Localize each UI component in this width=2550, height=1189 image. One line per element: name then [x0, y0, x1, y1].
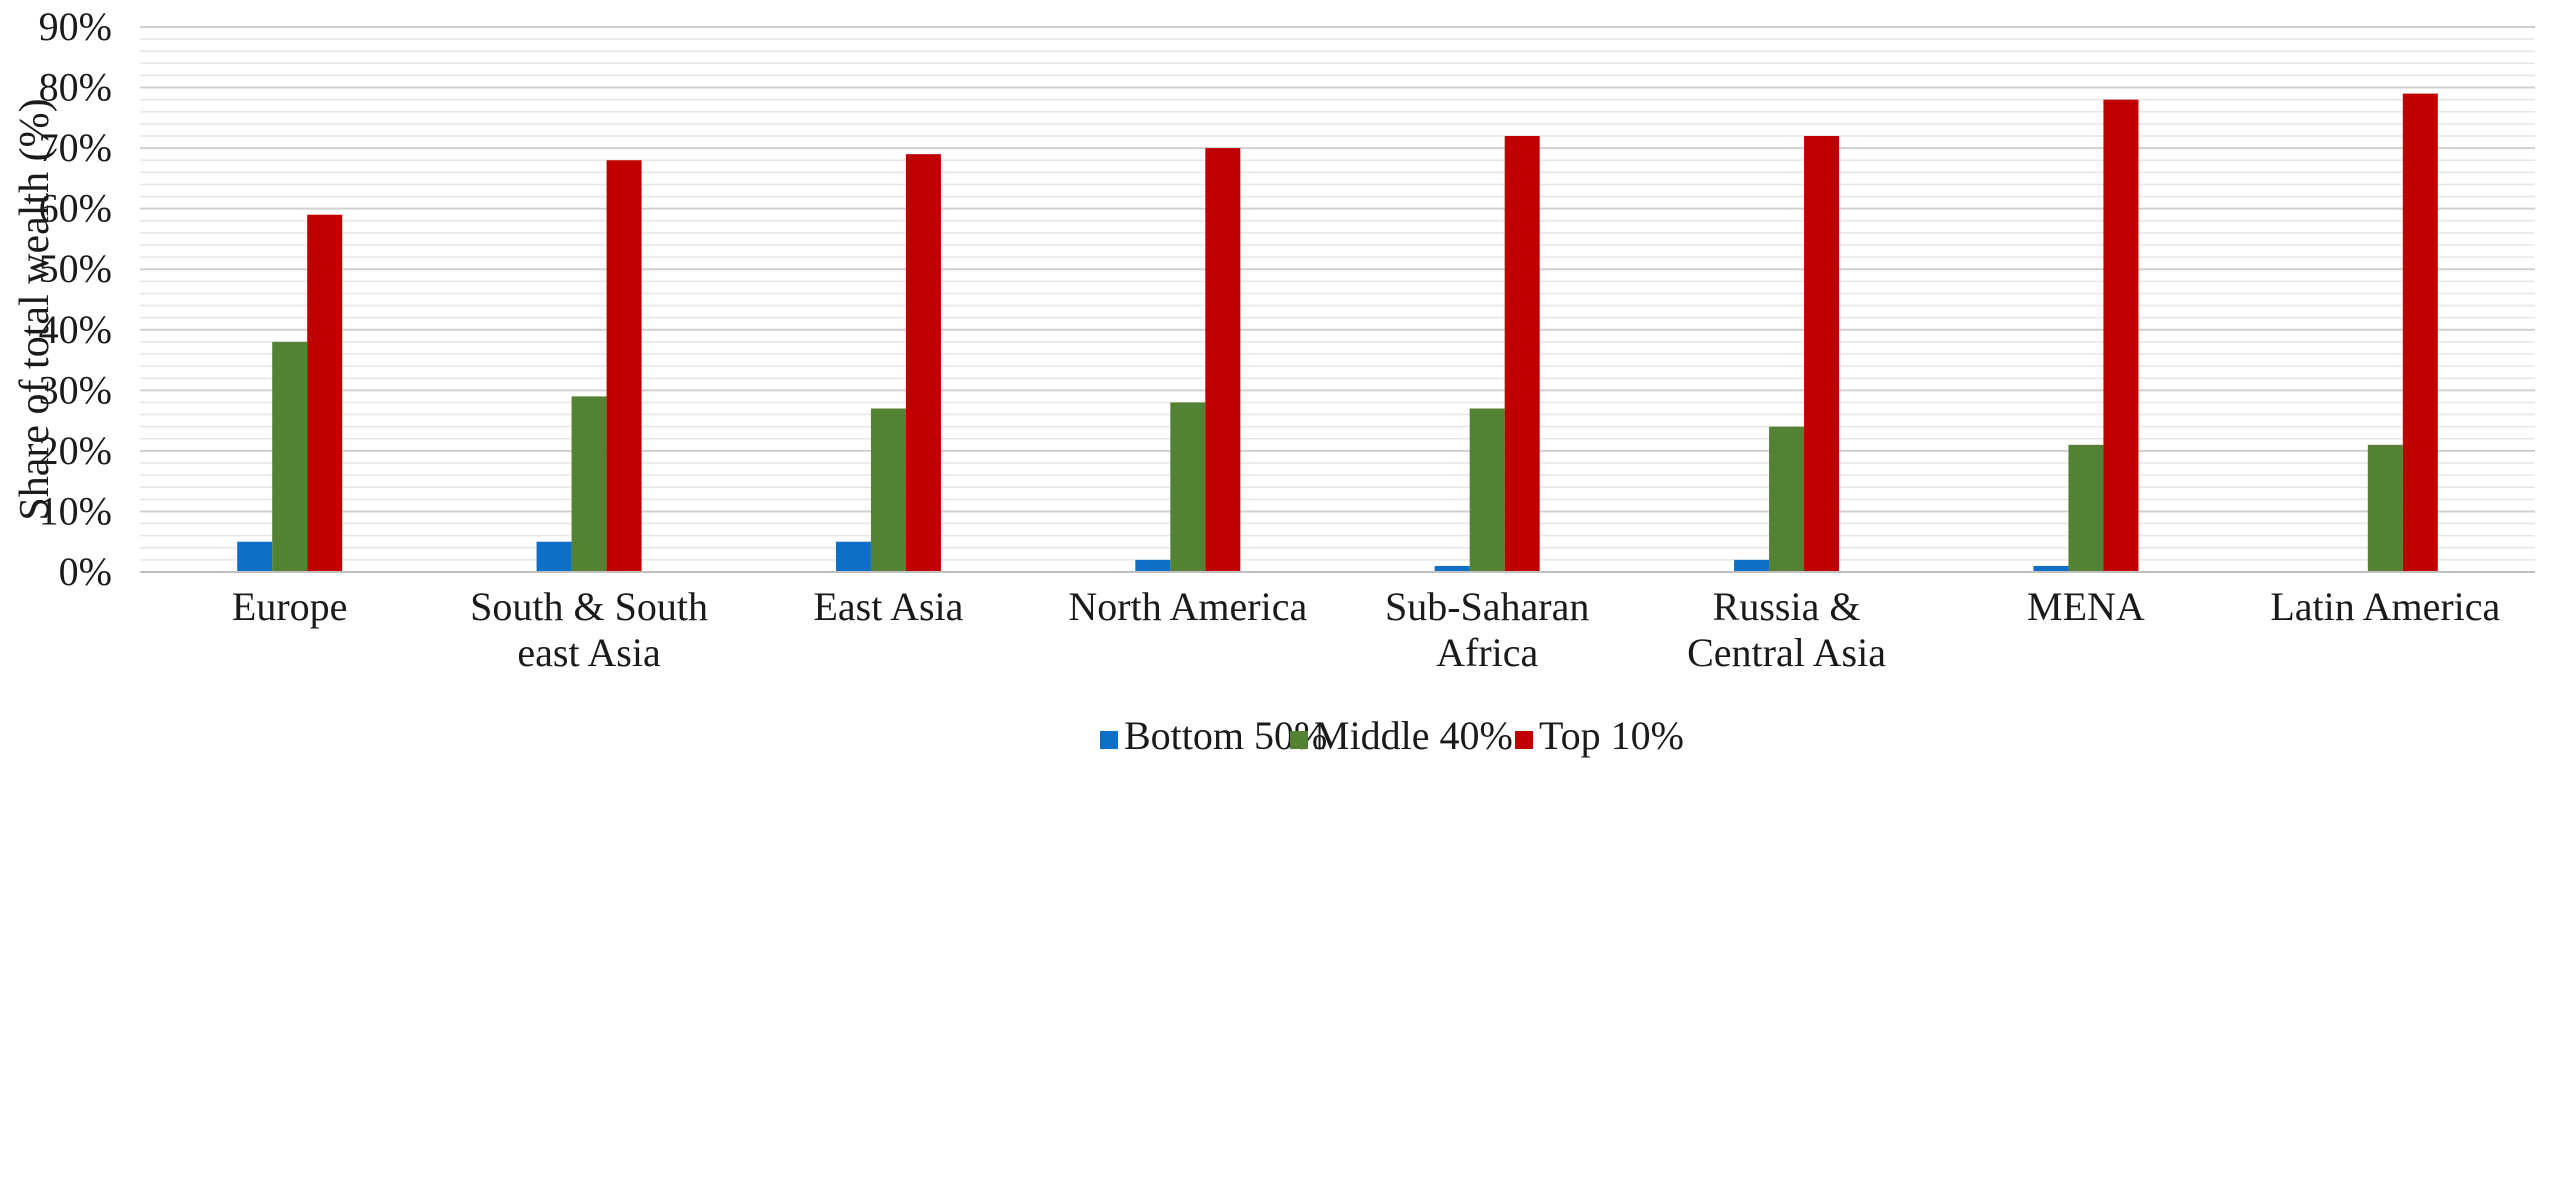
legend: Bottom 50%Middle 40% Top 10% — [1100, 713, 1684, 758]
bar-bottom-50 — [2033, 565, 2069, 572]
x-category-label-line: South & South — [470, 584, 708, 629]
bar-top-10 — [606, 160, 642, 572]
gridlines — [140, 26, 2535, 561]
x-category-label-line: North America — [1068, 584, 1307, 629]
x-category-label: Europe — [232, 584, 348, 629]
y-tick-label: 10% — [39, 488, 112, 533]
x-category-label: East Asia — [813, 584, 963, 629]
legend-swatch — [1290, 731, 1308, 749]
legend-swatch — [1100, 731, 1118, 749]
bar-middle-40 — [870, 408, 906, 572]
y-tick-label: 80% — [39, 65, 112, 110]
legend-label: Top 10% — [1539, 713, 1684, 758]
bar-top-10 — [2103, 99, 2139, 573]
bar-top-10 — [1804, 136, 1840, 572]
bar-middle-40 — [1469, 408, 1505, 572]
bar-top-10 — [1504, 136, 1540, 572]
y-tick-label: 50% — [39, 246, 112, 291]
x-category-label-line: Central Asia — [1687, 630, 1886, 675]
x-category-label-line: Latin America — [2270, 584, 2500, 629]
y-tick-label: 70% — [39, 125, 112, 170]
bars — [237, 93, 2438, 573]
bar-middle-40 — [272, 341, 308, 572]
x-category-label: Sub-Saharan Africa — [1385, 584, 1589, 675]
y-tick-label: 40% — [39, 307, 112, 352]
y-tick-label: 60% — [39, 186, 112, 231]
x-category-label-line: MENA — [2027, 584, 2145, 629]
x-category-label-line: Sub-Saharan — [1385, 584, 1589, 629]
bar-bottom-50 — [1734, 559, 1770, 572]
bar-middle-40 — [571, 396, 607, 572]
y-axis-title: Share of total wealth (%) — [12, 98, 58, 520]
bar-bottom-50 — [1135, 559, 1171, 572]
bar-bottom-50 — [237, 541, 273, 572]
x-category-label-line: Africa — [1436, 630, 1538, 675]
x-category-label: North America — [1068, 584, 1307, 629]
y-tick-labels: 0% 10% 20% 30% 40% 50% 60% 70% 80% 90% — [39, 4, 112, 594]
bar-middle-40 — [1769, 426, 1805, 572]
bar-middle-40 — [2068, 444, 2104, 572]
bar-bottom-50 — [536, 541, 572, 572]
legend-swatch — [1515, 731, 1533, 749]
x-category-label: South & South east Asia — [470, 584, 708, 675]
x-category-label-line: Europe — [232, 584, 348, 629]
bar-bottom-50 — [835, 541, 871, 572]
x-category-label: MENA — [2027, 584, 2145, 629]
y-tick-label: 20% — [39, 428, 112, 473]
x-category-label-line: Russia & — [1713, 584, 1861, 629]
bar-bottom-50 — [1434, 565, 1470, 572]
legend-label: Middle 40% — [1314, 713, 1513, 758]
bar-middle-40 — [2367, 444, 2403, 572]
x-category-label-line: East Asia — [813, 584, 963, 629]
x-category-label: Latin America — [2270, 584, 2500, 629]
x-category-label-line: east Asia — [517, 630, 661, 675]
x-category-label: Russia & Central Asia — [1687, 584, 1886, 675]
bar-top-10 — [1205, 148, 1241, 572]
y-tick-label: 30% — [39, 367, 112, 412]
y-tick-label: 90% — [39, 4, 112, 49]
y-tick-label: 0% — [59, 549, 112, 594]
bar-middle-40 — [1170, 402, 1206, 572]
bar-top-10 — [905, 154, 941, 572]
bar-top-10 — [2402, 93, 2438, 572]
x-category-labels: Europe South & South east Asia East Asia Nor… — [232, 584, 2501, 675]
bar-top-10 — [307, 214, 343, 572]
